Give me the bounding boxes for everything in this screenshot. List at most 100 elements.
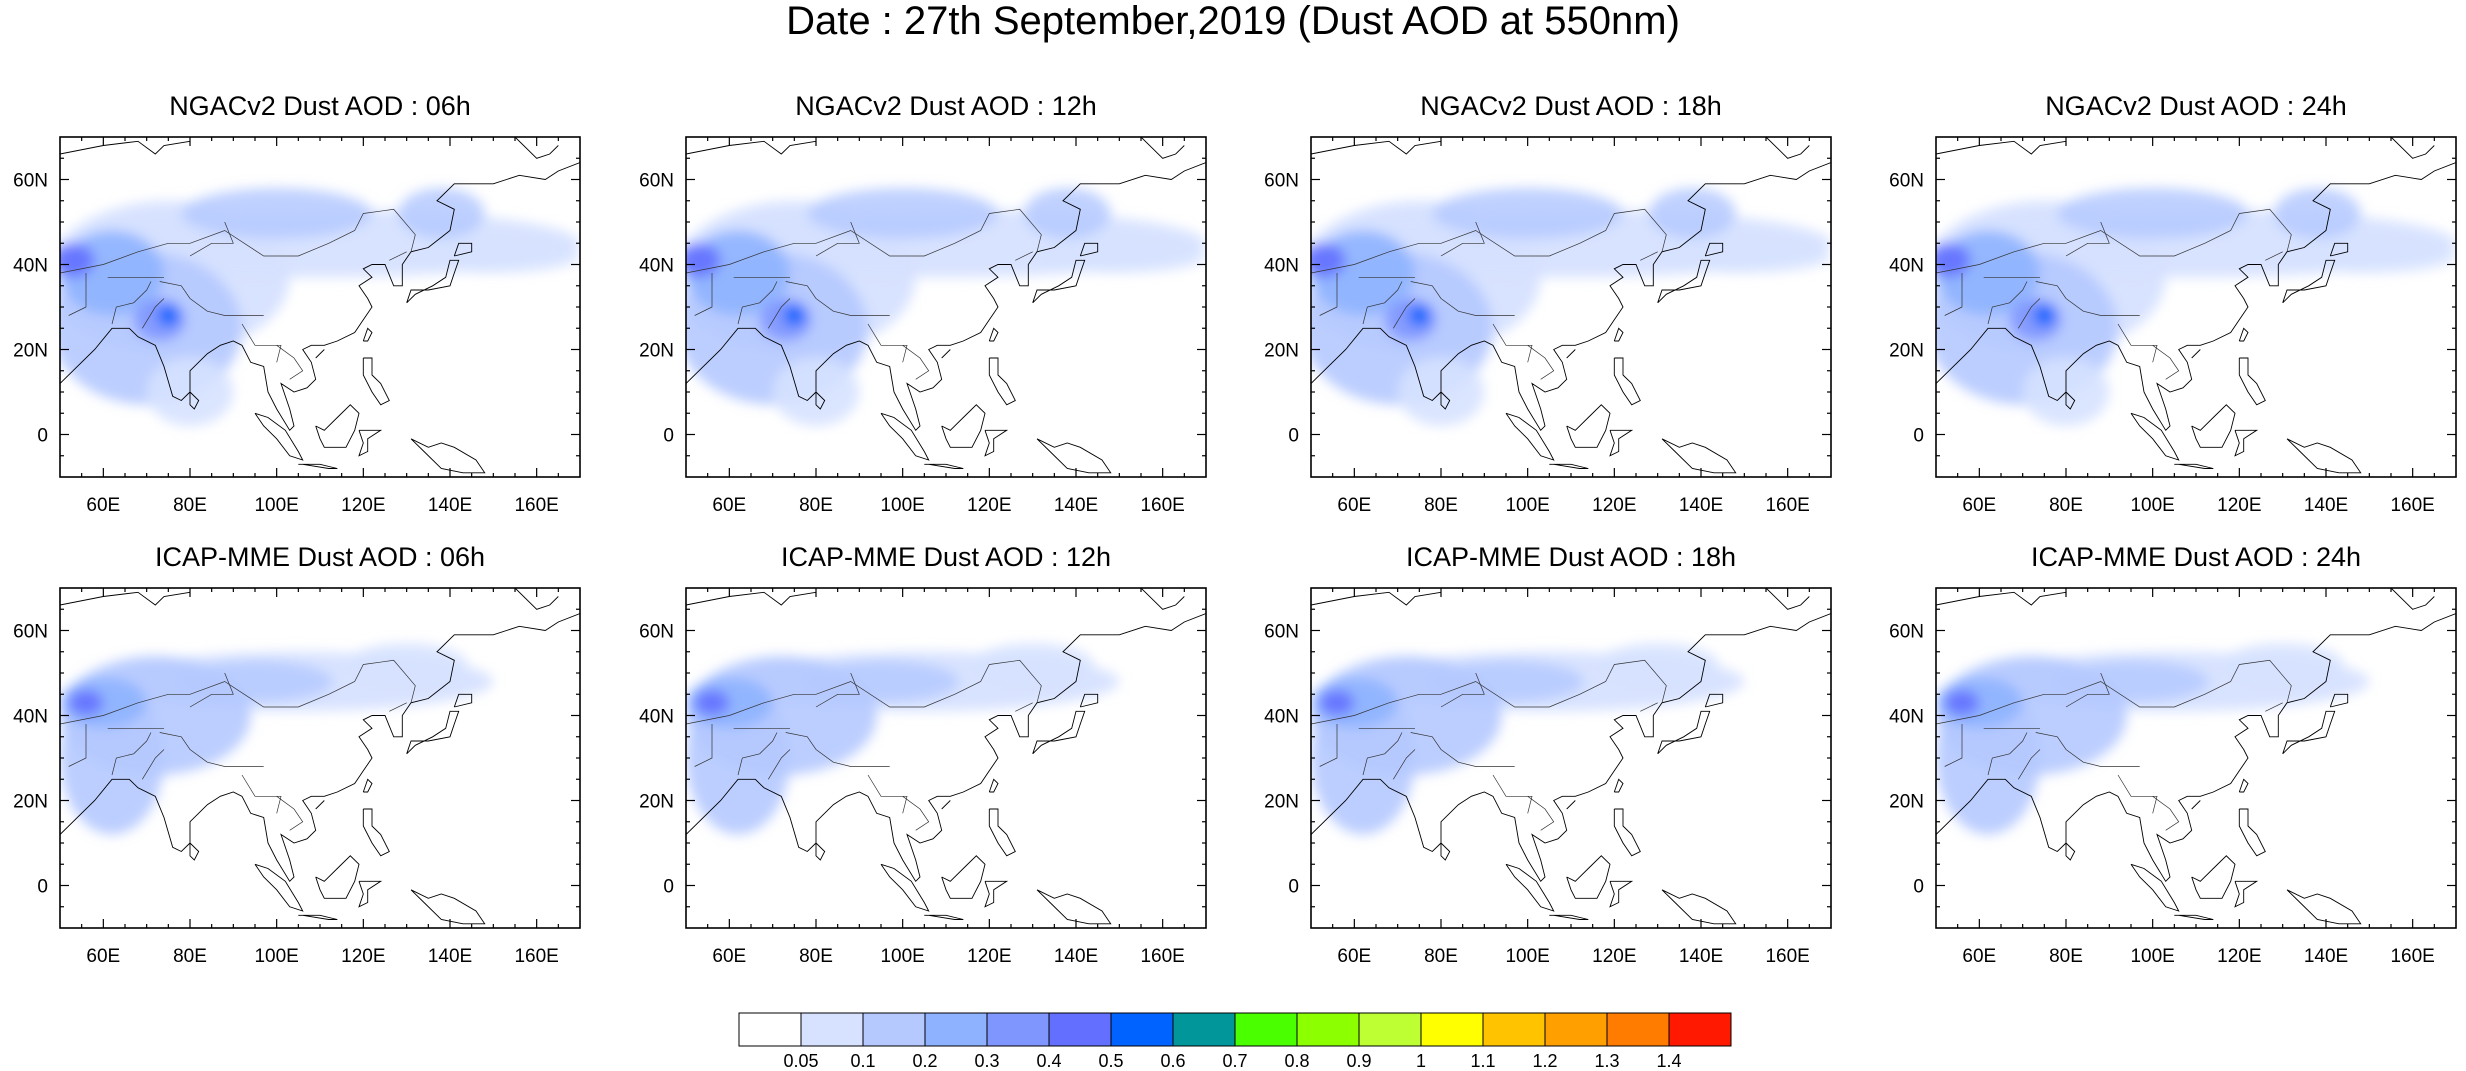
coastline <box>1440 842 1451 861</box>
dust-plume <box>346 643 468 686</box>
coastline <box>1661 438 1737 474</box>
lon-tick-label: 160E <box>2390 495 2434 516</box>
dust-plume <box>1428 660 1584 703</box>
coastline <box>984 429 1009 457</box>
coastline <box>406 259 460 304</box>
country-border <box>2035 732 2140 767</box>
coastline <box>60 591 191 606</box>
colorbar-swatch <box>1296 1012 1360 1047</box>
dust-aod-map: 60E 80E 100E 120E 140E 160E 60N 40N 20N 0 <box>13 136 581 516</box>
coastline <box>2130 863 2180 912</box>
lon-tick-label: 140E <box>2304 495 2348 516</box>
country-border <box>1944 273 1963 316</box>
dust-plume <box>1597 643 1719 686</box>
country-border <box>111 281 152 325</box>
country-border <box>1410 732 1515 767</box>
lat-tick-label: 20N <box>639 341 674 362</box>
coastline <box>686 162 1206 432</box>
coastline <box>1657 259 1711 304</box>
coastline <box>1036 889 1112 925</box>
country-border <box>60 659 416 725</box>
dust-plume <box>2053 660 2209 703</box>
country-border <box>815 672 860 708</box>
lat-tick-label: 20N <box>1889 792 1924 813</box>
dust-plume <box>60 677 147 729</box>
coastline <box>358 429 383 457</box>
coastline <box>60 162 580 432</box>
country-border <box>241 323 282 363</box>
coastline <box>686 613 1206 883</box>
country-border <box>1640 702 1658 712</box>
coastline <box>1613 778 1624 793</box>
dust-plume <box>807 188 998 239</box>
lon-tick-label: 100E <box>1505 946 1549 967</box>
country-border <box>1440 221 1485 257</box>
lat-tick-label: 0 <box>1288 426 1299 447</box>
country-border <box>1393 749 1416 780</box>
colorbar-swatch <box>862 1012 926 1047</box>
lat-tick-label: 0 <box>663 877 674 898</box>
coastline <box>984 880 1009 908</box>
coastline <box>1079 242 1099 257</box>
dust-aod-map: 60E 80E 100E 120E 140E 160E 60N 40N 20N 0 <box>1889 587 2457 967</box>
country-border <box>1640 251 1658 261</box>
colorbar-label: 0.8 <box>1284 1051 1309 1068</box>
lat-tick-label: 40N <box>13 256 48 277</box>
coastline <box>880 863 930 912</box>
country-border <box>737 732 778 776</box>
colorbar-swatch <box>1234 1012 1298 1047</box>
coastline <box>2238 778 2249 793</box>
country-border <box>768 749 791 780</box>
country-border <box>694 724 713 767</box>
lon-tick-label: 60E <box>712 495 746 516</box>
coastline <box>1140 137 1185 159</box>
country-border <box>785 281 890 316</box>
country-border <box>241 774 282 814</box>
country-border <box>1944 724 1963 767</box>
lon-tick-label: 60E <box>1337 946 1371 967</box>
lat-tick-label: 0 <box>1288 877 1299 898</box>
country-border <box>867 774 908 814</box>
coastline <box>1549 914 1589 920</box>
country-border <box>389 702 407 712</box>
country-border <box>2265 251 2283 261</box>
coastline <box>2065 842 2076 861</box>
dust-plume <box>1657 239 1831 273</box>
coastline <box>315 800 325 810</box>
dust-plume <box>1032 239 1206 273</box>
colorbar-label: 1.1 <box>1470 1051 1495 1068</box>
panel-title: NGACv2 Dust AOD : 06h <box>169 91 471 121</box>
coastline <box>60 613 580 883</box>
country-border <box>1936 659 2292 725</box>
coastline <box>1311 591 1442 606</box>
lat-tick-label: 60N <box>1889 171 1924 192</box>
country-border <box>1936 208 2292 274</box>
coastline <box>815 391 826 410</box>
lon-tick-label: 60E <box>86 495 120 516</box>
coastline <box>941 800 951 810</box>
country-border <box>815 221 860 257</box>
coastline <box>1036 438 1112 474</box>
coastline <box>1613 327 1624 342</box>
coastline <box>2130 412 2180 461</box>
country-border <box>60 208 416 274</box>
lon-tick-label: 80E <box>2049 946 2083 967</box>
dust-plume <box>803 660 959 703</box>
dust-plume <box>686 243 721 278</box>
coastline <box>189 842 200 861</box>
coastline <box>315 855 360 899</box>
country-border <box>111 732 152 776</box>
lat-tick-label: 20N <box>639 792 674 813</box>
coastline <box>2234 429 2259 457</box>
dust-plume <box>694 690 730 716</box>
colorbar-swatch <box>1668 1012 1732 1047</box>
country-border <box>1527 345 1555 380</box>
coastline <box>453 693 473 708</box>
dust-aod-map: 60E 80E 100E 120E 140E 160E 60N 40N 20N 0 <box>13 587 581 967</box>
coastline <box>2282 259 2336 304</box>
dust-plume <box>406 239 580 273</box>
coastline <box>1704 242 1724 257</box>
lat-tick-label: 60N <box>639 622 674 643</box>
lat-tick-label: 0 <box>663 426 674 447</box>
colorbar-label: 0.7 <box>1222 1051 1247 1068</box>
